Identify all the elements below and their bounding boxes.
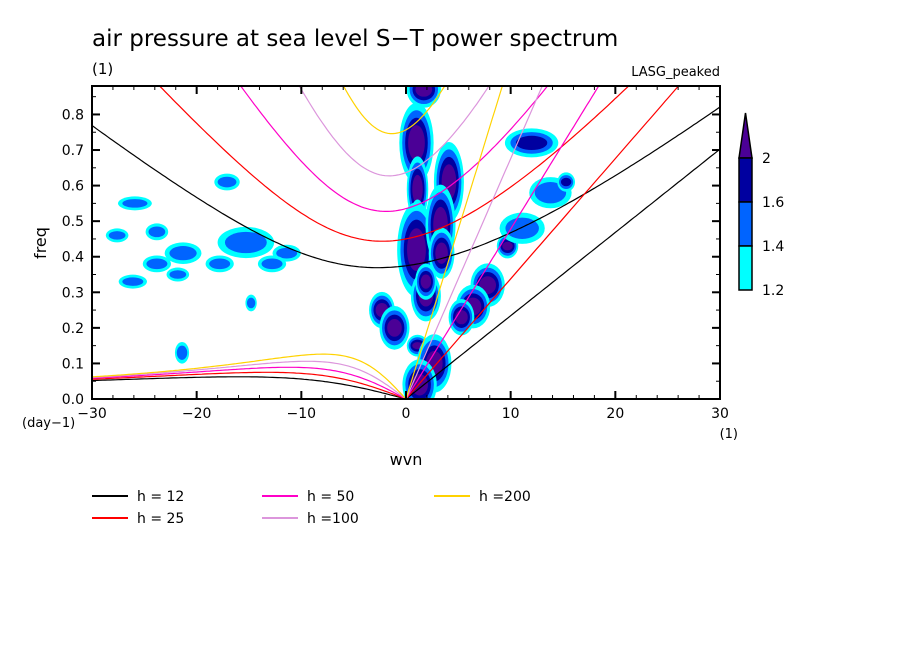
kelvin-curve [405, 86, 503, 399]
x-tick-label: −10 [287, 406, 317, 422]
kelvin-curve [405, 86, 680, 399]
contour-blob [408, 125, 425, 161]
y-axis-label: freq [31, 227, 50, 259]
contour-blob [169, 246, 197, 261]
contour-blob [261, 258, 283, 270]
y-tick-label: 0.8 [62, 107, 84, 123]
chart-subtitle-model: LASG_peaked [631, 65, 720, 80]
y-tick-label: 0.7 [62, 143, 84, 159]
contour-blob [176, 345, 188, 360]
ig-curve [342, 86, 446, 135]
x-axis-label: wvn [390, 450, 423, 469]
colorbar-segment [738, 201, 753, 247]
y-axis-unit: (day−1) [22, 416, 75, 431]
x-tick-label: −30 [77, 406, 107, 422]
legend-label: h = 25 [137, 511, 184, 527]
ig-curve [92, 106, 720, 269]
contour-blob [148, 226, 166, 238]
contour-blob [515, 135, 548, 151]
contour-blob [415, 86, 433, 97]
contour-blob [217, 176, 237, 188]
contour-blob [276, 247, 298, 259]
contour-blob [412, 174, 423, 204]
contour-blob [387, 318, 402, 337]
kelvin-curve [405, 86, 543, 399]
colorbar-extend-triangle [738, 112, 753, 159]
dispersion-curves [92, 86, 720, 399]
y-tick-label: 0.4 [62, 250, 84, 266]
x-tick-labels: −30 −20 −10 0 10 20 30 [77, 406, 729, 422]
contour-blob [209, 258, 231, 270]
contour-blob [534, 182, 567, 204]
x-tick-label: 10 [502, 406, 520, 422]
legend-label: h = 50 [307, 489, 354, 505]
colorbar-label: 2 [762, 151, 771, 167]
contour-blob [122, 277, 144, 286]
y-tick-label: 0.2 [62, 321, 84, 337]
contour-blob [122, 199, 148, 208]
y-tick-label: 0.6 [62, 179, 84, 195]
x-tick-label: 20 [606, 406, 624, 422]
y-tick-label: 0.3 [62, 285, 84, 301]
colorbar: 2 1.6 1.4 1.2 [738, 112, 784, 299]
axis-ticks [91, 86, 721, 400]
contour-blob [108, 231, 126, 240]
ig-curve [298, 86, 490, 177]
chart-subtitle-units: (1) [92, 60, 113, 78]
x-tick-label: 30 [711, 406, 729, 422]
contour-blob [435, 242, 448, 264]
contour-blob [224, 231, 267, 254]
legend-label: h = 12 [137, 489, 184, 505]
contour-blob [407, 228, 426, 271]
colorbar-segment [738, 157, 753, 203]
contour-blob [455, 310, 468, 325]
colorbar-label: 1.2 [762, 283, 784, 299]
chart-title: air pressure at sea level S−T power spec… [92, 26, 618, 52]
er-curve [92, 360, 407, 399]
spectrum-contours [105, 86, 576, 399]
contour-blob [169, 270, 187, 279]
kelvin-curve [405, 86, 600, 399]
er-curve [92, 371, 407, 399]
legend-label: h =100 [307, 511, 359, 527]
legend-label: h =200 [479, 489, 531, 505]
x-tick-label: 0 [402, 406, 411, 422]
y-tick-label: 0.1 [62, 356, 84, 372]
x-tick-label: −20 [182, 406, 212, 422]
ig-curve [240, 86, 549, 212]
y-tick-label: 0.5 [62, 214, 84, 230]
x-axis-unit: (1) [720, 427, 738, 442]
contour-blob [146, 258, 168, 270]
er-curve [92, 353, 407, 399]
y-tick-label: 0.0 [62, 392, 84, 408]
colorbar-segment [738, 245, 753, 291]
contour-blob [420, 274, 432, 289]
colorbar-label: 1.4 [762, 239, 784, 255]
contour-blob [560, 177, 572, 187]
contour-blob [246, 297, 256, 309]
er-curve [92, 376, 407, 399]
colorbar-label: 1.6 [762, 195, 784, 211]
legend: h = 12 h = 25 h = 50 h =100 h =200 [92, 489, 531, 527]
y-tick-labels: 0.0 0.1 0.2 0.3 0.4 0.5 0.6 0.7 0.8 [62, 107, 84, 408]
contour-blob [502, 241, 513, 251]
kelvin-curve [405, 148, 720, 399]
er-curve [92, 366, 407, 399]
ig-curve [158, 86, 630, 242]
